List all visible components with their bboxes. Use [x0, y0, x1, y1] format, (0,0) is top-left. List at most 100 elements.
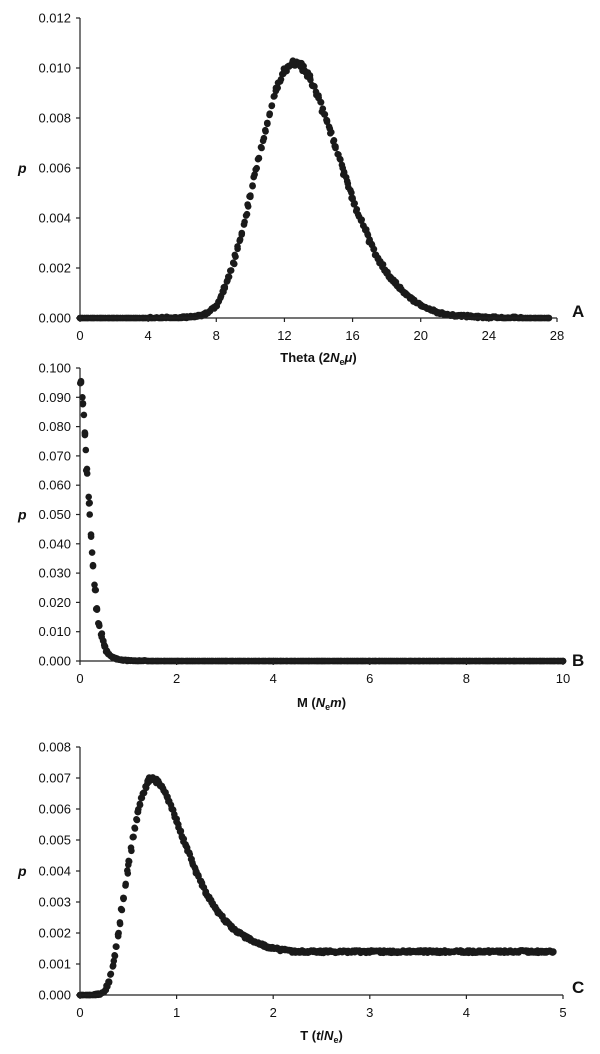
x-tick-label: 16: [345, 328, 359, 343]
data-point: [177, 827, 185, 835]
data-point: [231, 926, 238, 934]
data-point: [272, 87, 280, 94]
data-point: [144, 777, 151, 785]
data-point: [306, 74, 314, 82]
x-tick-label: 0: [76, 671, 83, 686]
data-point: [238, 229, 246, 237]
y-tick-label: 0.080: [38, 419, 71, 434]
data-point: [192, 867, 200, 875]
x-tick-label: 8: [213, 328, 220, 343]
data-point: [271, 92, 278, 100]
data-point: [213, 302, 220, 309]
panel-c-letter: C: [572, 978, 584, 997]
data-point: [133, 816, 141, 824]
data-point: [183, 842, 190, 850]
data-point: [139, 790, 147, 797]
panel-b-letter: B: [572, 651, 584, 670]
x-tick-label: 2: [270, 1005, 277, 1020]
data-point: [134, 808, 142, 816]
data-point: [330, 137, 338, 144]
data-point: [86, 511, 93, 518]
y-tick-label: 0.010: [38, 61, 71, 76]
data-point: [258, 144, 265, 152]
y-tick-label: 0.002: [38, 926, 71, 941]
x-tick-label: 6: [366, 671, 373, 686]
data-point: [414, 948, 422, 955]
data-point: [100, 988, 108, 996]
data-point: [337, 156, 344, 163]
panel-c-x-ticks: 0 1 2 3 4 5: [76, 995, 567, 1020]
data-point: [266, 110, 274, 117]
data-point: [93, 605, 101, 612]
y-tick-label: 0.003: [38, 895, 71, 910]
y-tick-label: 0.100: [38, 361, 71, 376]
data-point: [92, 586, 99, 594]
panel-b-x-axis-label: M (Nem): [297, 695, 346, 712]
panel-a-y-axis-label: p: [17, 160, 27, 176]
data-point: [79, 394, 86, 401]
data-point: [370, 246, 377, 253]
data-point: [163, 793, 171, 800]
y-tick-label: 0.008: [38, 740, 71, 755]
panel-c-points: [76, 774, 557, 999]
panel-b-x-ticks: 0 2 4 6 8 10: [76, 661, 570, 686]
data-point: [86, 499, 93, 507]
data-point: [349, 194, 356, 202]
panel-a-letter: A: [572, 302, 584, 321]
y-tick-label: 0.090: [38, 390, 71, 405]
data-point: [463, 948, 470, 955]
panel-c-y-ticks: 0.000 0.001 0.002 0.003 0.004 0.005 0.006 0.007…: [38, 740, 80, 1003]
data-point: [83, 470, 91, 477]
data-point: [79, 400, 87, 408]
data-point: [131, 825, 139, 832]
panel-a-y-ticks: 0.000 0.002 0.004 0.006 0.008 0.010 0.012: [38, 11, 80, 326]
data-point: [255, 154, 263, 162]
data-point: [129, 833, 137, 841]
data-point: [87, 533, 95, 540]
data-point: [234, 243, 241, 250]
data-point: [96, 622, 103, 630]
x-tick-label: 10: [556, 671, 570, 686]
data-point: [81, 429, 89, 436]
data-point: [105, 650, 113, 658]
data-point: [311, 83, 318, 90]
data-point: [260, 942, 267, 949]
data-point: [366, 237, 373, 244]
data-point: [116, 919, 124, 926]
y-tick-label: 0.012: [38, 11, 71, 26]
data-point: [357, 217, 365, 224]
data-point: [154, 777, 161, 785]
data-point: [323, 117, 331, 124]
data-point: [260, 134, 268, 142]
data-point: [379, 261, 387, 268]
data-point: [100, 641, 108, 649]
data-point: [149, 774, 156, 782]
x-tick-label: 24: [482, 328, 496, 343]
y-tick-label: 0.004: [38, 864, 71, 879]
data-point: [98, 633, 105, 641]
data-point: [298, 62, 305, 69]
data-point: [231, 251, 239, 259]
data-point: [77, 379, 85, 387]
y-tick-label: 0.020: [38, 595, 71, 610]
panel-a-x-ticks: 0 4 8 12 16 20 24 28: [76, 318, 564, 343]
y-tick-label: 0.008: [38, 111, 71, 126]
data-point: [168, 805, 176, 813]
panel-c-y-axis-label: p: [17, 863, 27, 879]
panel-a-chart: 0.000 0.002 0.004 0.006 0.008 0.010 0.012 0 4 8 1…: [17, 11, 584, 368]
data-point: [107, 971, 114, 978]
data-point: [211, 904, 219, 912]
data-point: [202, 889, 209, 896]
data-point: [244, 201, 251, 208]
y-tick-label: 0.007: [38, 771, 71, 786]
y-tick-label: 0.000: [38, 654, 71, 669]
panel-b-points: [77, 377, 567, 665]
data-point: [204, 309, 212, 317]
data-point: [136, 800, 144, 808]
data-point: [350, 201, 358, 208]
data-point: [434, 309, 442, 316]
data-point: [125, 861, 132, 869]
x-tick-label: 8: [463, 671, 470, 686]
data-point: [243, 210, 251, 218]
data-point: [550, 948, 557, 955]
